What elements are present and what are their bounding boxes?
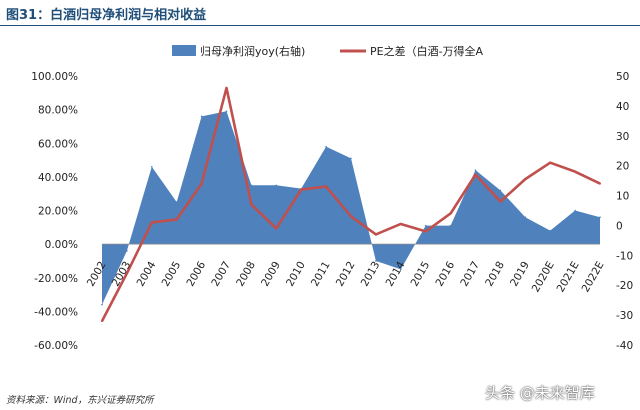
x-tick-label: 2004 [135, 259, 159, 288]
pe-diff-point [275, 227, 278, 230]
watermark: 头条 @未来智库 [485, 382, 595, 403]
pe-diff-point [200, 182, 203, 185]
profit-yoy-point [200, 115, 203, 118]
right-tick-label: 40 [616, 101, 629, 113]
pe-diff-point [225, 86, 228, 89]
profit-yoy-point [524, 216, 527, 219]
x-tick-label: 2022E [580, 260, 607, 295]
right-axis: 50 40 30 20 10 0 -10 -20 -30 -40 [616, 71, 633, 352]
right-tick-label: 30 [616, 131, 629, 143]
pe-diff-point [424, 230, 427, 233]
profit-yoy-point [449, 224, 452, 227]
right-tick-label: -40 [616, 340, 633, 352]
pe-diff-point [125, 272, 128, 275]
pe-diff-point [499, 200, 502, 203]
pe-diff-series [100, 86, 601, 323]
pe-diff-point [325, 185, 328, 188]
profit-yoy-point [375, 260, 377, 262]
profit-yoy-point [126, 250, 128, 252]
chart: 归母净利润yoy(右轴) PE之差（白酒-万得全A 100.00%80.00%6… [31, 44, 633, 352]
x-tick-label: 2018 [483, 260, 507, 289]
profit-yoy-point [250, 184, 253, 187]
profit-yoy-point [350, 157, 352, 160]
profit-yoy-area [102, 111, 600, 305]
x-axis: 2002 2003 2004 2005 2006 2007 2008 2009 2010 2011… [85, 259, 607, 294]
pe-diff-point [175, 218, 178, 221]
x-tick-label: 2008 [234, 260, 258, 289]
x-tick-label: 2011 [309, 260, 333, 289]
profit-yoy-point [175, 201, 178, 203]
x-tick-label: 2015 [409, 260, 433, 289]
pe-diff-point [574, 170, 577, 173]
legend-swatch-profit-yoy [172, 45, 196, 56]
chart-legend: 归母净利润yoy(右轴) PE之差（白酒-万得全A [172, 44, 484, 58]
profit-yoy-point [325, 145, 327, 148]
profit-yoy-point [400, 268, 402, 271]
x-tick-label: 2009 [259, 260, 283, 289]
profit-yoy-point [499, 189, 502, 192]
pe-diff-point [374, 233, 377, 236]
left-tick-label: 20.00% [38, 206, 78, 218]
pe-diff-point [300, 188, 303, 191]
right-tick-label: 0 [616, 220, 623, 232]
profit-yoy-point [474, 169, 477, 171]
left-tick-label: -60.00% [34, 340, 78, 352]
profit-yoy-point [574, 209, 576, 212]
profit-yoy-point [424, 224, 427, 227]
x-tick-label: 2017 [458, 260, 482, 289]
profit-yoy-point [599, 216, 601, 219]
x-tick-label: 2005 [160, 260, 184, 289]
profit-yoy-point [151, 165, 153, 168]
x-tick-label: 2019 [508, 260, 532, 289]
pe-diff-point [399, 222, 402, 225]
profit-yoy-point [225, 110, 228, 113]
pe-diff-point [350, 215, 352, 218]
pe-diff-point [524, 178, 527, 181]
x-tick-label: 2013 [359, 260, 383, 289]
left-tick-label: 0.00% [45, 239, 78, 251]
legend-label-profit-yoy: 归母净利润yoy(右轴) [200, 44, 305, 58]
source-note: 资料来源：Wind，东兴证券研究所 [6, 395, 154, 406]
profit-yoy-series [101, 110, 601, 306]
right-tick-label: 20 [616, 161, 629, 173]
figure-title: 图31：白酒归母净利润与相对收益 [6, 8, 207, 23]
left-tick-label: -20.00% [34, 273, 78, 285]
left-tick-label: -40.00% [34, 306, 78, 318]
profit-yoy-point [549, 229, 551, 232]
left-tick-label: 40.00% [38, 172, 78, 184]
x-tick-label: 2006 [184, 259, 208, 288]
profit-yoy-point [275, 184, 278, 187]
right-tick-label: -10 [616, 250, 633, 262]
x-tick-label: 2007 [209, 260, 233, 289]
right-tick-label: 50 [616, 71, 629, 83]
x-tick-label: 2021E [555, 260, 582, 295]
left-tick-label: 100.00% [31, 71, 78, 83]
right-tick-label: -20 [616, 280, 633, 292]
pe-diff-point [474, 173, 477, 176]
left-tick-label: 80.00% [38, 105, 78, 117]
profit-yoy-point [101, 303, 103, 306]
x-tick-label: 2012 [334, 260, 358, 289]
left-tick-label: 60.00% [38, 138, 78, 150]
pe-diff-point [449, 212, 452, 215]
pe-diff-point [150, 221, 153, 224]
pe-diff-point [549, 161, 552, 164]
x-tick-label: 2016 [433, 259, 457, 288]
watermark-text: 头条 @未来智库 [485, 384, 595, 402]
pe-diff-point [250, 203, 253, 206]
pe-diff-point [101, 320, 103, 323]
x-tick-label: 2010 [284, 260, 308, 289]
left-axis: 100.00% 80.00% 60.00% 40.00% 20.00% 0.00% -20.… [31, 71, 78, 352]
title-rule [0, 25, 640, 26]
right-tick-label: -30 [616, 310, 633, 322]
x-tick-label: 2020E [530, 260, 557, 295]
right-tick-label: 10 [616, 191, 629, 203]
pe-diff-point [599, 182, 601, 185]
legend-label-pe-diff: PE之差（白酒-万得全A [370, 44, 484, 58]
